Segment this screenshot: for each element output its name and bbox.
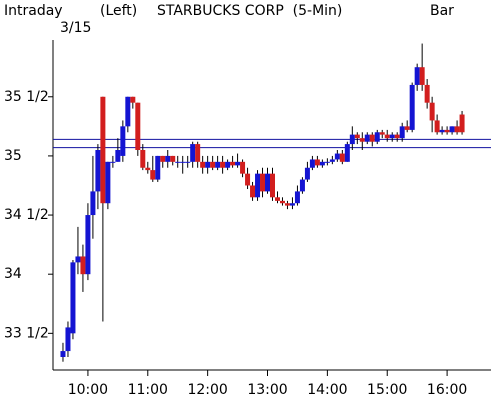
candle-body bbox=[374, 132, 380, 142]
candle-body bbox=[304, 167, 310, 180]
candle-body bbox=[195, 144, 201, 162]
x-tick-label: 14:00 bbox=[307, 382, 347, 398]
candle-body bbox=[60, 351, 66, 357]
header-left: Intraday bbox=[4, 3, 63, 19]
candle-body bbox=[429, 102, 435, 121]
chart-title: STARBUCKS CORP (5-Min) bbox=[157, 3, 342, 19]
candle-body bbox=[449, 126, 455, 133]
candle-body bbox=[75, 256, 81, 263]
x-tick-label: 15:00 bbox=[367, 382, 407, 398]
candle-body bbox=[230, 161, 236, 166]
candle-body bbox=[205, 161, 211, 168]
y-tick-label: 35 1/2 bbox=[4, 89, 49, 105]
candle-body bbox=[150, 170, 156, 180]
x-tick-label: 12:00 bbox=[187, 382, 227, 398]
candle-body bbox=[265, 173, 271, 192]
candle-body bbox=[434, 120, 440, 133]
x-tick-label: 10:00 bbox=[68, 382, 108, 398]
candle-body bbox=[439, 129, 445, 133]
candle-body bbox=[364, 134, 370, 142]
candle-body bbox=[200, 161, 206, 168]
candle-body bbox=[95, 150, 101, 192]
candle-body bbox=[459, 114, 465, 133]
candle-body bbox=[339, 153, 345, 162]
candle-body bbox=[125, 96, 131, 127]
candle-body bbox=[359, 138, 365, 142]
candle-body bbox=[85, 215, 91, 275]
candle-body bbox=[140, 150, 146, 168]
candle-body bbox=[130, 96, 136, 103]
axis-side: (Left) bbox=[100, 3, 137, 19]
candle-body bbox=[245, 173, 251, 186]
candle-body bbox=[100, 96, 106, 204]
candle-body bbox=[70, 262, 76, 334]
candle-body bbox=[115, 150, 121, 162]
candle-body bbox=[165, 155, 171, 162]
candle-body bbox=[185, 161, 191, 163]
candle-body bbox=[354, 134, 360, 139]
candle-body bbox=[274, 197, 280, 201]
x-tick-label: 13:00 bbox=[247, 382, 287, 398]
candle-body bbox=[379, 132, 385, 135]
candle-body bbox=[110, 161, 116, 163]
candle-body bbox=[90, 191, 96, 216]
candle-body bbox=[255, 173, 261, 198]
candle-body bbox=[289, 203, 295, 206]
candle-body bbox=[419, 67, 425, 85]
candle-body bbox=[215, 161, 221, 168]
candle-body bbox=[454, 126, 460, 133]
candle-body bbox=[349, 134, 355, 145]
candle-body bbox=[284, 203, 290, 206]
candle-body bbox=[235, 161, 241, 166]
candle-body bbox=[135, 102, 141, 150]
y-tick-label: 33 1/2 bbox=[4, 325, 49, 341]
x-tick-label: 11:00 bbox=[128, 382, 168, 398]
candle-body bbox=[344, 144, 350, 162]
candle-body bbox=[180, 161, 186, 163]
candle-body bbox=[409, 84, 415, 130]
candle-body bbox=[414, 67, 420, 85]
candle-body bbox=[80, 256, 86, 275]
candle-body bbox=[145, 167, 151, 171]
y-tick-label: 34 1/2 bbox=[4, 207, 49, 223]
y-tick-label: 34 bbox=[4, 266, 22, 282]
candle-body bbox=[424, 84, 430, 103]
candle-body bbox=[170, 155, 176, 162]
candle-body bbox=[329, 159, 335, 162]
candle-body bbox=[260, 173, 266, 192]
candle-body bbox=[319, 161, 325, 166]
candle-body bbox=[394, 134, 400, 139]
candle-body bbox=[240, 161, 246, 174]
candle-body bbox=[155, 155, 161, 180]
candle-body bbox=[389, 134, 395, 139]
candle-body bbox=[404, 126, 410, 130]
candle-body bbox=[210, 161, 216, 168]
candle-body bbox=[65, 327, 71, 352]
x-tick-label: 16:00 bbox=[427, 382, 467, 398]
chart-style: Bar bbox=[430, 3, 454, 19]
candle-body bbox=[105, 161, 111, 204]
candle-body bbox=[399, 126, 405, 139]
candle-body bbox=[160, 155, 166, 162]
candle-body bbox=[384, 134, 390, 139]
candle-body bbox=[120, 126, 126, 156]
candle-body bbox=[324, 161, 330, 163]
candle-body bbox=[444, 129, 450, 133]
candle-body bbox=[294, 191, 300, 204]
candle-body bbox=[314, 159, 320, 166]
date: 3/15 bbox=[60, 20, 91, 36]
y-tick-label: 35 bbox=[4, 148, 22, 164]
candle-body bbox=[334, 153, 340, 160]
candle-body bbox=[309, 159, 315, 168]
candle-body bbox=[299, 179, 305, 192]
candle-body bbox=[369, 134, 375, 142]
candle-body bbox=[190, 144, 196, 162]
candle-body bbox=[225, 161, 231, 168]
candle-body bbox=[269, 173, 275, 198]
candle-body bbox=[279, 200, 285, 204]
candle-body bbox=[220, 161, 226, 168]
candle-body bbox=[175, 161, 181, 163]
candle-body bbox=[250, 185, 256, 198]
